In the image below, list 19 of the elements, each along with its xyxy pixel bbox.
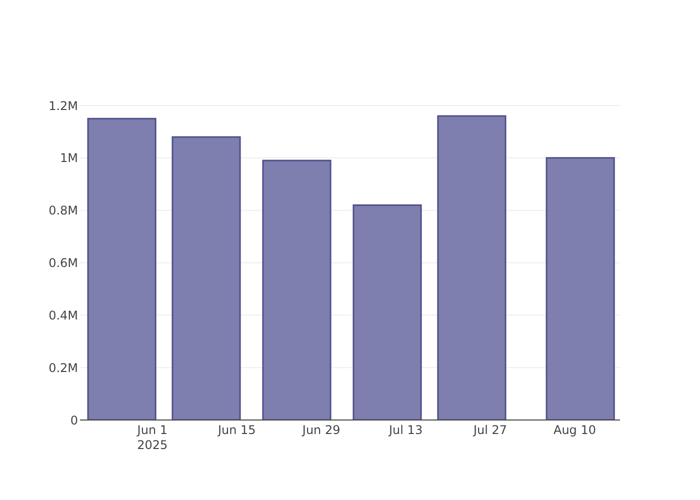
y-tick-label: 0.6M	[48, 256, 78, 270]
x-tick-label: Jul 13	[388, 423, 423, 437]
bar	[172, 136, 241, 420]
x-tick-label: Aug 10	[553, 423, 596, 437]
x-tick-label: Jul 27	[472, 423, 508, 437]
x-tick-label: Jun 1 2025	[136, 423, 168, 452]
y-tick-label: 0.4M	[48, 308, 78, 322]
x-tick-label: Jun 29	[301, 423, 340, 437]
y-tick-label: 1M	[60, 151, 78, 166]
bar	[87, 118, 156, 420]
bar	[437, 115, 506, 420]
y-tick-label: 1.2M	[48, 98, 78, 113]
bar	[546, 157, 615, 420]
y-tick-label: 0.2M	[48, 360, 78, 375]
x-tick-label: Jun 15	[216, 423, 256, 437]
bar	[352, 204, 422, 420]
y-tick-label: 0.8M	[48, 204, 78, 218]
bar	[262, 160, 332, 420]
y-tick-label: 0	[70, 413, 78, 428]
